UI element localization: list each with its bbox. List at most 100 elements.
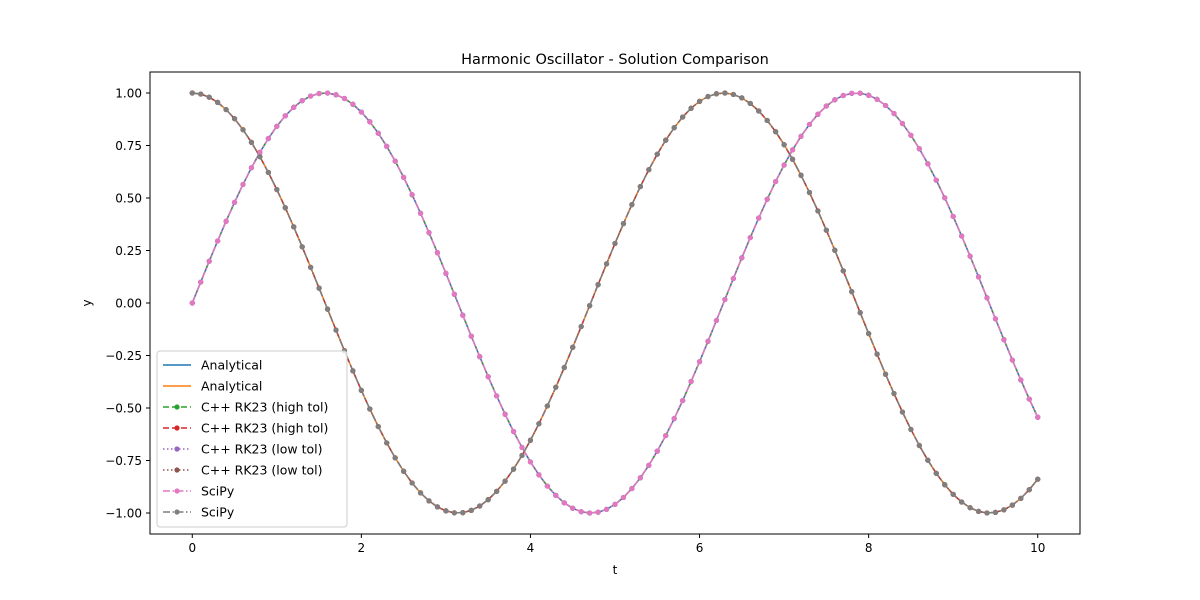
data-point	[350, 101, 356, 107]
x-tick-label: 8	[865, 541, 873, 555]
data-point	[671, 416, 677, 422]
data-point	[680, 114, 686, 120]
data-point	[443, 270, 449, 276]
data-point	[384, 143, 390, 149]
data-point	[806, 189, 813, 196]
data-point	[341, 95, 348, 102]
data-point	[882, 102, 889, 109]
data-point	[248, 165, 255, 171]
data-point	[789, 156, 796, 162]
data-point	[324, 306, 331, 312]
data-point	[198, 91, 204, 97]
legend-marker	[174, 509, 180, 515]
data-point	[950, 491, 956, 497]
data-point	[620, 221, 627, 227]
data-point	[747, 100, 753, 107]
legend: Analytical Analytical C++ RK23 (high tol) C…	[156, 350, 348, 528]
data-point	[477, 503, 483, 509]
data-point	[502, 478, 508, 484]
data-point	[519, 444, 525, 451]
data-point	[739, 95, 745, 101]
data-point	[1035, 476, 1041, 482]
data-point	[696, 359, 703, 365]
data-point	[223, 218, 229, 224]
data-point	[384, 440, 390, 446]
data-point	[637, 183, 643, 190]
legend-label: SciPy	[201, 505, 235, 520]
chart-title: Harmonic Oscillator - Solution Compariso…	[461, 52, 769, 68]
data-point	[899, 409, 906, 415]
legend-marker	[174, 467, 180, 473]
y-tick-label: 0.50	[115, 192, 142, 206]
data-point	[798, 172, 804, 178]
data-point	[984, 295, 990, 301]
data-point	[739, 255, 745, 261]
data-point	[713, 317, 720, 324]
data-point	[494, 393, 500, 399]
data-point	[646, 462, 652, 468]
data-point	[612, 501, 618, 507]
data-point	[299, 244, 305, 250]
data-point	[401, 468, 407, 474]
data-point	[806, 121, 813, 128]
data-point	[198, 279, 204, 285]
data-point	[688, 378, 694, 385]
data-point	[510, 466, 517, 472]
data-point	[730, 275, 736, 282]
series-7	[189, 90, 1041, 516]
data-point	[663, 432, 669, 439]
data-point	[240, 127, 246, 133]
data-point	[587, 303, 593, 309]
data-point	[595, 509, 601, 515]
legend-marker	[174, 425, 180, 431]
legend-marker	[174, 404, 180, 410]
data-point	[722, 296, 728, 303]
legend-label: C++ RK23 (low tol)	[201, 442, 323, 457]
legend-item: SciPy	[163, 484, 235, 499]
legend-item: C++ RK23 (high tol)	[163, 421, 328, 436]
x-tick-label: 6	[696, 541, 704, 555]
data-point	[561, 364, 567, 371]
data-point	[612, 240, 618, 247]
data-point	[460, 510, 466, 516]
data-point	[274, 186, 280, 193]
x-axis: 0 2 4 6 8 10	[188, 534, 1045, 555]
data-point	[544, 403, 550, 409]
data-point	[595, 282, 601, 288]
y-tick-label: 0.25	[115, 244, 142, 258]
data-point	[367, 406, 373, 412]
x-tick-label: 10	[1030, 541, 1045, 555]
data-point	[696, 98, 703, 104]
data-point	[578, 509, 584, 515]
legend-item: C++ RK23 (high tol)	[163, 400, 328, 415]
y-axis: −1.00 −0.75 −0.50 −0.25 0.00 0.25 0.50 0.75 1.00	[105, 87, 150, 521]
data-point	[570, 344, 576, 350]
data-point	[333, 92, 339, 98]
data-point	[789, 147, 796, 153]
data-point	[722, 90, 728, 96]
data-point	[265, 135, 271, 142]
data-point	[857, 90, 863, 96]
legend-label: Analytical	[201, 379, 262, 394]
data-point	[240, 181, 246, 188]
data-point	[646, 167, 652, 173]
data-point	[223, 106, 229, 113]
data-point	[206, 94, 212, 100]
data-point	[823, 103, 829, 109]
data-point	[663, 137, 669, 143]
data-point	[629, 485, 635, 492]
data-point	[291, 104, 297, 110]
legend-item: Analytical	[163, 379, 262, 394]
data-point	[553, 384, 559, 390]
data-point	[553, 492, 559, 498]
data-point	[823, 227, 829, 233]
data-point	[840, 268, 846, 274]
data-point	[485, 497, 491, 503]
legend-label: C++ RK23 (low tol)	[201, 463, 323, 478]
data-point	[527, 459, 534, 465]
data-point	[992, 509, 999, 516]
data-point	[603, 506, 610, 512]
data-point	[460, 312, 466, 318]
data-point	[308, 93, 314, 99]
